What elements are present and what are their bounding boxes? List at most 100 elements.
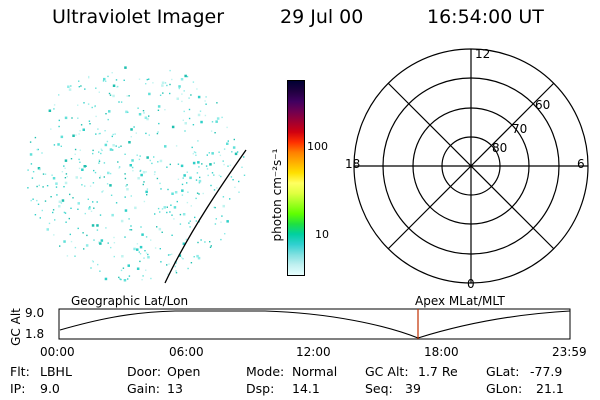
speckle-pixel — [112, 149, 114, 151]
speckle-pixel — [138, 251, 140, 253]
speckle-pixel — [63, 186, 65, 188]
speckle-pixel — [169, 163, 171, 166]
speckle-pixel — [174, 265, 176, 268]
speckle-pixel — [167, 273, 169, 275]
speckle-pixel — [113, 255, 115, 258]
speckle-pixel — [100, 148, 102, 150]
speckle-pixel — [89, 123, 91, 125]
speckle-pixel — [149, 159, 151, 162]
speckle-pixel — [115, 202, 118, 204]
speckle-pixel — [193, 151, 196, 153]
speckle-pixel — [159, 248, 161, 250]
speckle-pixel — [159, 94, 162, 96]
speckle-pixel — [222, 196, 225, 198]
speckle-pixel — [87, 198, 89, 200]
speckle-pixel — [169, 254, 171, 256]
speckle-pixel — [39, 168, 41, 170]
speckle-pixel — [128, 218, 130, 220]
speckle-pixel — [226, 220, 229, 223]
speckle-pixel — [64, 212, 67, 214]
speckle-pixel — [159, 211, 161, 213]
speckle-pixel — [120, 145, 122, 147]
speckle-pixel — [92, 261, 94, 263]
speckle-pixel — [175, 272, 178, 274]
speckle-pixel — [218, 174, 220, 177]
seq-value: 39 — [405, 381, 421, 396]
speckle-pixel — [145, 269, 147, 271]
speckle-pixel — [120, 219, 124, 223]
speckle-pixel — [105, 227, 107, 229]
speckle-pixel — [67, 85, 70, 88]
speckle-pixel — [60, 145, 62, 147]
speckle-pixel — [64, 167, 66, 169]
speckle-pixel — [124, 236, 126, 238]
speckle-pixel — [182, 242, 186, 245]
mlt-label-12: 12 — [475, 47, 491, 61]
speckle-pixel — [232, 179, 234, 181]
speckle-pixel — [222, 204, 225, 208]
speckle-pixel — [221, 215, 223, 217]
speckle-pixel — [150, 239, 152, 241]
speckle-pixel — [118, 101, 120, 103]
speckle-pixel — [146, 156, 149, 159]
speckle-pixel — [107, 171, 110, 175]
lat-label-80: 80 — [492, 141, 508, 155]
speckle-pixel — [48, 222, 51, 225]
speckle-pixel — [79, 130, 81, 132]
speckle-pixel — [94, 105, 96, 107]
speckle-pixel — [109, 184, 112, 187]
speckle-pixel — [223, 148, 226, 150]
speckle-pixel — [192, 161, 196, 165]
speckle-pixel — [124, 196, 126, 198]
ip-label: IP: — [10, 381, 26, 396]
speckle-pixel — [111, 135, 113, 138]
speckle-pixel — [150, 277, 152, 280]
speckle-pixel — [99, 270, 101, 272]
speckle-pixel — [32, 198, 34, 200]
speckle-pixel — [143, 181, 145, 183]
speckle-pixel — [194, 151, 197, 154]
speckle-pixel — [187, 267, 189, 270]
speckle-pixel — [50, 128, 52, 130]
speckle-pixel — [84, 185, 86, 187]
speckle-pixel — [133, 126, 135, 128]
speckle-pixel — [138, 78, 141, 80]
speckle-pixel — [187, 191, 189, 193]
speckle-pixel — [156, 177, 159, 180]
speckle-pixel — [131, 166, 134, 169]
speckle-pixel — [113, 242, 116, 244]
speckle-pixel — [120, 269, 123, 272]
speckle-pixel — [181, 194, 184, 196]
speckle-pixel — [58, 119, 60, 122]
gain-value: 13 — [167, 381, 183, 396]
ip-value: 9.0 — [40, 381, 60, 396]
speckle-pixel — [85, 244, 89, 247]
flt-value: LBHL — [40, 364, 72, 379]
speckle-pixel — [63, 165, 65, 167]
speckle-pixel — [110, 194, 113, 196]
speckle-pixel — [78, 167, 81, 170]
speckle-pixel — [126, 184, 128, 186]
speckle-pixel — [130, 225, 132, 227]
speckle-pixel — [181, 256, 183, 259]
speckle-pixel — [141, 279, 143, 281]
speckle-pixel — [178, 87, 180, 90]
speckle-pixel — [190, 205, 192, 207]
speckle-pixel — [30, 199, 32, 202]
speckle-pixel — [97, 263, 99, 266]
speckle-pixel — [74, 246, 77, 249]
speckle-pixel — [146, 188, 149, 190]
speckle-pixel — [141, 233, 144, 236]
glon-value: 21.1 — [536, 381, 564, 396]
speckle-pixel — [210, 130, 213, 132]
speckle-pixel — [44, 173, 47, 175]
speckle-pixel — [84, 212, 86, 215]
speckle-pixel — [92, 201, 94, 203]
speckle-pixel — [181, 93, 183, 95]
speckle-pixel — [92, 152, 94, 155]
altitude-curve — [59, 310, 571, 339]
speckle-pixel — [98, 151, 100, 153]
speckle-pixel — [170, 204, 172, 206]
speckle-pixel — [70, 207, 72, 209]
